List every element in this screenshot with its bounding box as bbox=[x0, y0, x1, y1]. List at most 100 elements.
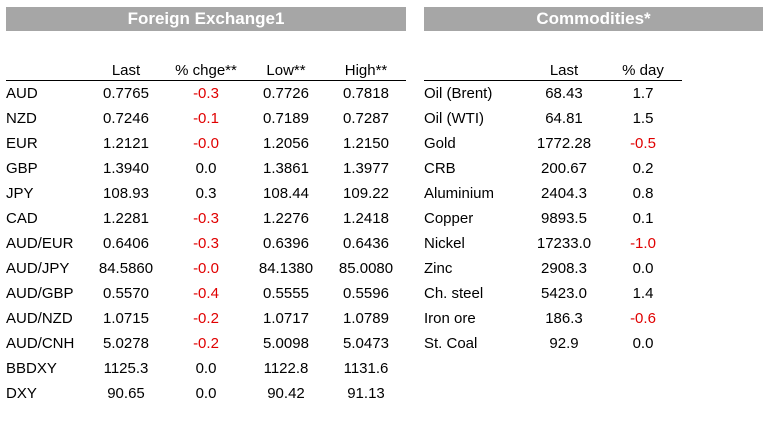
last-value: 1.2281 bbox=[103, 210, 149, 227]
fx-row: CAD 1.2281 -0.3 1.2276 1.2418 bbox=[6, 206, 406, 231]
commodity-row: CRB 200.67 0.2 bbox=[424, 156, 682, 181]
fx-header-name bbox=[6, 55, 86, 81]
percent-change: -0.0 bbox=[193, 260, 219, 277]
last-value: 17233.0 bbox=[536, 235, 592, 252]
day-change: 1.4 bbox=[632, 285, 654, 302]
day-change: 0.8 bbox=[632, 185, 654, 202]
high-value: 1.0789 bbox=[343, 310, 389, 327]
currency-name: AUD/JPY bbox=[6, 260, 70, 277]
currency-name: AUD/NZD bbox=[6, 310, 73, 327]
fx-table: Last % chge** Low** High** AUD 0.7765 -0.3… bbox=[6, 55, 406, 406]
commodities-panel: Commodities* Last % day Oil (Brent) 68.43… bbox=[424, 7, 763, 356]
commodity-row: Aluminium 2404.3 0.8 bbox=[424, 181, 682, 206]
last-value: 2404.3 bbox=[541, 185, 587, 202]
percent-change: -0.0 bbox=[193, 135, 219, 152]
commodity-name: Zinc bbox=[424, 260, 453, 277]
high-value: 0.6436 bbox=[343, 235, 389, 252]
percent-change: -0.4 bbox=[193, 285, 219, 302]
fx-table-body: AUD 0.7765 -0.3 0.7726 0.7818 NZD 0.7246 -0.1 0.… bbox=[6, 81, 406, 407]
last-value: 0.5570 bbox=[103, 285, 149, 302]
day-change: 0.2 bbox=[632, 160, 654, 177]
last-value: 2908.3 bbox=[541, 260, 587, 277]
low-value: 1.0717 bbox=[263, 310, 309, 327]
percent-change: -0.2 bbox=[193, 335, 219, 352]
fx-row: GBP 1.3940 0.0 1.3861 1.3977 bbox=[6, 156, 406, 181]
percent-change: -0.3 bbox=[193, 235, 219, 252]
last-value: 0.7246 bbox=[103, 110, 149, 127]
last-value: 200.67 bbox=[541, 160, 587, 177]
percent-change: -0.3 bbox=[193, 210, 219, 227]
currency-name: AUD/EUR bbox=[6, 235, 74, 252]
last-value: 5.0278 bbox=[103, 335, 149, 352]
percent-change: 0.0 bbox=[195, 160, 217, 177]
fx-row: AUD/GBP 0.5570 -0.4 0.5555 0.5596 bbox=[6, 281, 406, 306]
high-value: 85.0080 bbox=[338, 260, 394, 277]
last-value: 1.3940 bbox=[103, 160, 149, 177]
last-value: 1772.28 bbox=[536, 135, 592, 152]
fx-row: AUD/EUR 0.6406 -0.3 0.6396 0.6436 bbox=[6, 231, 406, 256]
commodities-header-row: Last % day bbox=[424, 55, 682, 81]
last-value: 108.93 bbox=[103, 185, 149, 202]
day-change: -0.5 bbox=[630, 135, 656, 152]
commodity-name: Ch. steel bbox=[424, 285, 484, 302]
commodity-name: Oil (Brent) bbox=[424, 85, 493, 102]
fx-row: EUR 1.2121 -0.0 1.2056 1.2150 bbox=[6, 131, 406, 156]
high-value: 0.7818 bbox=[343, 85, 389, 102]
low-value: 0.6396 bbox=[263, 235, 309, 252]
commodities-header-name bbox=[424, 55, 524, 81]
commodity-row: Copper 9893.5 0.1 bbox=[424, 206, 682, 231]
fx-row: BBDXY 1125.3 0.0 1122.8 1131.6 bbox=[6, 356, 406, 381]
low-value: 5.0098 bbox=[263, 335, 309, 352]
percent-change: 0.0 bbox=[195, 360, 217, 377]
fx-header-high: High** bbox=[326, 55, 406, 81]
last-value: 1.0715 bbox=[103, 310, 149, 327]
commodity-row: Ch. steel 5423.0 1.4 bbox=[424, 281, 682, 306]
percent-change: 0.0 bbox=[195, 385, 217, 402]
high-value: 91.13 bbox=[347, 385, 385, 402]
commodity-row: Gold 1772.28 -0.5 bbox=[424, 131, 682, 156]
commodity-name: Copper bbox=[424, 210, 474, 227]
fx-header-last: Last bbox=[86, 55, 166, 81]
commodity-name: Aluminium bbox=[424, 185, 495, 202]
low-value: 1.3861 bbox=[263, 160, 309, 177]
day-change: 1.7 bbox=[632, 85, 654, 102]
last-value: 0.6406 bbox=[103, 235, 149, 252]
low-value: 90.42 bbox=[267, 385, 305, 402]
currency-name: DXY bbox=[6, 385, 37, 402]
currency-name: JPY bbox=[6, 185, 34, 202]
low-value: 0.5555 bbox=[263, 285, 309, 302]
high-value: 1.2150 bbox=[343, 135, 389, 152]
commodity-row: Zinc 2908.3 0.0 bbox=[424, 256, 682, 281]
fx-row: NZD 0.7246 -0.1 0.7189 0.7287 bbox=[6, 106, 406, 131]
fx-row: AUD/NZD 1.0715 -0.2 1.0717 1.0789 bbox=[6, 306, 406, 331]
last-value: 9893.5 bbox=[541, 210, 587, 227]
commodity-row: St. Coal 92.9 0.0 bbox=[424, 331, 682, 356]
currency-name: AUD/CNH bbox=[6, 335, 75, 352]
high-value: 0.7287 bbox=[343, 110, 389, 127]
last-value: 186.3 bbox=[545, 310, 583, 327]
day-change: -0.6 bbox=[630, 310, 656, 327]
last-value: 5423.0 bbox=[541, 285, 587, 302]
currency-name: AUD bbox=[6, 85, 38, 102]
last-value: 68.43 bbox=[545, 85, 583, 102]
last-value: 64.81 bbox=[545, 110, 583, 127]
commodity-name: Iron ore bbox=[424, 310, 476, 327]
fx-row: AUD/CNH 5.0278 -0.2 5.0098 5.0473 bbox=[6, 331, 406, 356]
percent-change: -0.2 bbox=[193, 310, 219, 327]
commodities-table: Last % day Oil (Brent) 68.43 1.7 Oil (WTI) 6… bbox=[424, 55, 682, 356]
percent-change: 0.3 bbox=[195, 185, 217, 202]
last-value: 0.7765 bbox=[103, 85, 149, 102]
high-value: 109.22 bbox=[343, 185, 389, 202]
high-value: 1131.6 bbox=[343, 360, 389, 377]
currency-name: NZD bbox=[6, 110, 37, 127]
percent-change: -0.3 bbox=[193, 85, 219, 102]
commodity-name: Gold bbox=[424, 135, 456, 152]
last-value: 1.2121 bbox=[103, 135, 149, 152]
foreign-exchange-panel: Foreign Exchange1 Last % chge** Low** Hi… bbox=[6, 7, 406, 406]
currency-name: GBP bbox=[6, 160, 38, 177]
low-value: 1.2056 bbox=[263, 135, 309, 152]
fx-row: JPY 108.93 0.3 108.44 109.22 bbox=[6, 181, 406, 206]
percent-change: -0.1 bbox=[193, 110, 219, 127]
last-value: 92.9 bbox=[549, 335, 579, 352]
commodity-row: Iron ore 186.3 -0.6 bbox=[424, 306, 682, 331]
